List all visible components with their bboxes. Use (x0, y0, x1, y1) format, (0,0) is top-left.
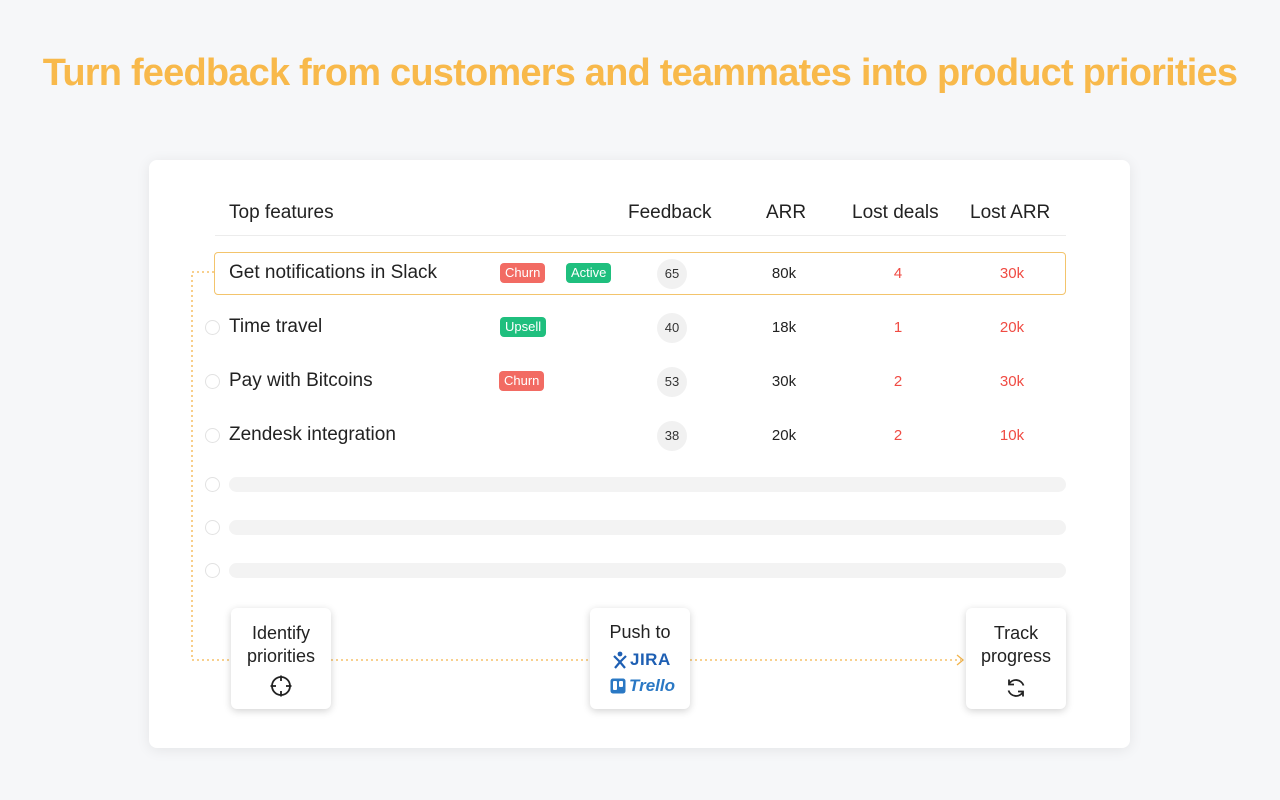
tag-upsell: Upsell (500, 317, 547, 337)
step-label-line1: Identify (251, 623, 311, 643)
feature-name[interactable]: Zendesk integration (229, 424, 396, 445)
table-row[interactable]: Time travel Upsell 40 18k 1 20k (149, 306, 1130, 350)
table-row[interactable]: Get notifications in Slack Churn Active … (149, 252, 1130, 296)
lost-arr-value: 30k (999, 265, 1025, 282)
table-row[interactable]: Pay with Bitcoins Churn 53 30k 2 30k (149, 360, 1130, 404)
column-header-feedback[interactable]: Feedback (628, 202, 712, 223)
feature-name[interactable]: Time travel (229, 316, 323, 337)
placeholder-row (149, 561, 1130, 581)
step-label-line2: progress (980, 646, 1052, 666)
placeholder-row (149, 475, 1130, 495)
lost-arr-value: 30k (999, 373, 1025, 390)
arr-value: 80k (771, 265, 797, 282)
trello-wordmark: Trello (629, 676, 675, 695)
lost-deals-value: 2 (893, 373, 903, 390)
jira-wordmark: JIRA (630, 650, 671, 669)
tag-churn: Churn (500, 263, 546, 283)
placeholder-bar (229, 563, 1066, 578)
lost-arr-value: 10k (999, 427, 1025, 444)
row-select-radio[interactable] (205, 374, 220, 389)
feedback-count: 40 (657, 313, 687, 343)
placeholder-bar (229, 520, 1066, 535)
tag-churn: Churn (499, 371, 545, 391)
step-label-line1: Push to (609, 622, 671, 642)
feedback-count: 38 (657, 421, 687, 451)
feature-name[interactable]: Get notifications in Slack (229, 262, 438, 283)
placeholder-bar (229, 477, 1066, 492)
lost-deals-value: 2 (893, 427, 903, 444)
lost-arr-value: 20k (999, 319, 1025, 336)
arr-value: 18k (771, 319, 797, 336)
trello-logo: Trello (610, 674, 680, 698)
jira-icon (613, 651, 627, 669)
column-header-arr[interactable]: ARR (766, 202, 807, 223)
table-row[interactable]: Zendesk integration 38 20k 2 10k (149, 414, 1130, 458)
row-select-radio (205, 520, 220, 535)
row-select-radio[interactable] (205, 428, 220, 443)
placeholder-row (149, 518, 1130, 538)
lost-deals-value: 1 (893, 319, 903, 336)
flow-connector (191, 271, 965, 666)
feature-priorities-card: Top features Feedback ARR Lost deals Los… (149, 160, 1130, 748)
step-label-line2: priorities (246, 646, 316, 666)
column-header-lost-arr[interactable]: Lost ARR (970, 202, 1051, 223)
step-track-progress: Track progress (966, 608, 1066, 709)
column-header-lost-deals[interactable]: Lost deals (852, 202, 939, 223)
tag-active: Active (566, 263, 612, 283)
step-identify-priorities: Identify priorities (231, 608, 331, 709)
headline: Turn feedback from customers and teammat… (42, 52, 1238, 94)
row-select-radio[interactable] (205, 320, 220, 335)
arr-value: 20k (771, 427, 797, 444)
feature-name[interactable]: Pay with Bitcoins (229, 370, 373, 391)
lost-deals-value: 4 (893, 265, 903, 282)
column-header-top-features[interactable]: Top features (229, 202, 334, 223)
trello-icon (610, 678, 626, 694)
row-select-radio (205, 563, 220, 578)
row-highlight (214, 252, 1066, 295)
arr-value: 30k (771, 373, 797, 390)
step-push-to: Push to JIRA Trello (590, 608, 690, 709)
row-select-radio (205, 477, 220, 492)
table-header: Top features Feedback ARR Lost deals Los… (215, 188, 1066, 236)
refresh-icon (1007, 679, 1025, 697)
feedback-count: 65 (657, 259, 687, 289)
crosshair-icon (270, 675, 292, 697)
step-label-line1: Track (993, 623, 1039, 643)
jira-logo: JIRA (612, 649, 672, 671)
feedback-count: 53 (657, 367, 687, 397)
